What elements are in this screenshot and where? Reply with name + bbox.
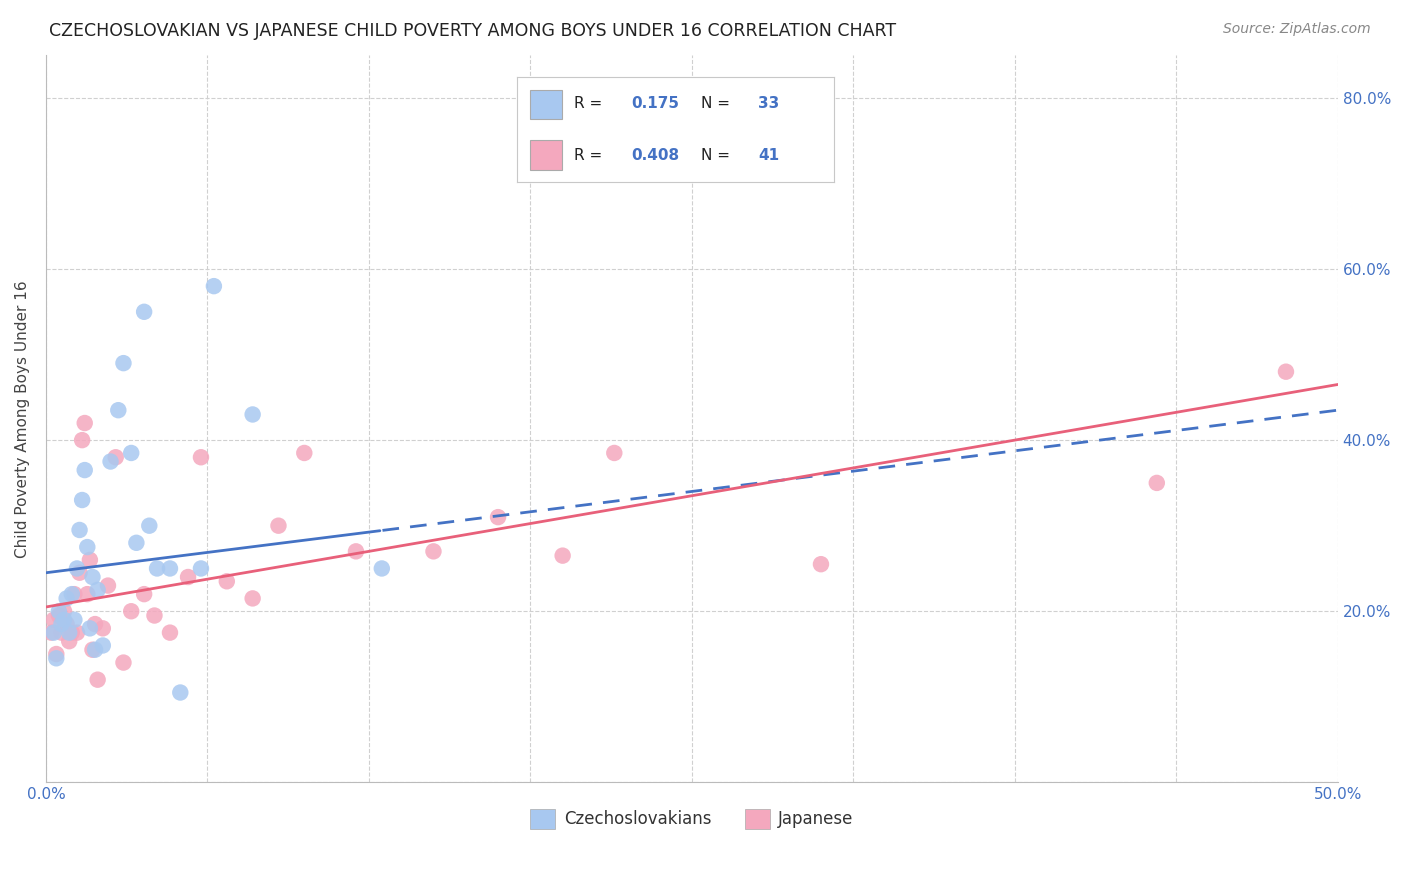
Point: [242, 591, 264, 606]
Point: [76, 540, 98, 554]
Point: [84, 617, 107, 632]
Point: [51, 625, 73, 640]
Point: [603, 446, 626, 460]
Point: [48, 604, 70, 618]
Point: [69, 523, 91, 537]
Point: [60, 625, 83, 640]
Point: [55, 591, 77, 606]
Point: [55, 617, 77, 632]
Point: [169, 685, 191, 699]
Point: [159, 625, 181, 640]
Point: [58, 634, 80, 648]
Point: [486, 510, 509, 524]
Point: [86, 582, 108, 597]
Point: [91, 639, 114, 653]
Point: [69, 566, 91, 580]
Point: [107, 403, 129, 417]
Point: [66, 561, 89, 575]
Point: [73, 463, 96, 477]
Point: [267, 518, 290, 533]
Point: [1146, 475, 1168, 490]
Point: [82, 570, 104, 584]
Point: [134, 305, 156, 319]
Point: [48, 608, 70, 623]
Point: [159, 561, 181, 575]
Point: [190, 450, 212, 465]
Point: [138, 518, 160, 533]
Point: [551, 549, 574, 563]
Point: [70, 493, 93, 508]
Point: [104, 450, 127, 465]
Point: [39, 625, 62, 640]
Point: [45, 647, 67, 661]
Point: [202, 279, 225, 293]
Point: [63, 613, 86, 627]
Point: [42, 613, 65, 627]
Legend: Czechoslovakians, Japanese: Czechoslovakians, Japanese: [523, 802, 860, 836]
Point: [42, 625, 65, 640]
Point: [53, 613, 76, 627]
Point: [120, 446, 142, 460]
Point: [134, 587, 156, 601]
Point: [215, 574, 238, 589]
Point: [73, 416, 96, 430]
Point: [58, 625, 80, 640]
Point: [120, 604, 142, 618]
Point: [177, 570, 200, 584]
Text: Source: ZipAtlas.com: Source: ZipAtlas.com: [1223, 22, 1371, 37]
Point: [51, 617, 73, 632]
Point: [70, 433, 93, 447]
Point: [143, 608, 166, 623]
Point: [79, 621, 101, 635]
Point: [112, 656, 135, 670]
Point: [146, 561, 169, 575]
Point: [66, 625, 89, 640]
Point: [1275, 365, 1298, 379]
Point: [292, 446, 315, 460]
Point: [125, 536, 148, 550]
Point: [810, 557, 832, 571]
Y-axis label: Child Poverty Among Boys Under 16: Child Poverty Among Boys Under 16: [15, 280, 30, 558]
Point: [63, 587, 86, 601]
Text: CZECHOSLOVAKIAN VS JAPANESE CHILD POVERTY AMONG BOYS UNDER 16 CORRELATION CHART: CZECHOSLOVAKIAN VS JAPANESE CHILD POVERT…: [49, 22, 897, 40]
Point: [84, 642, 107, 657]
Point: [79, 553, 101, 567]
Point: [60, 587, 83, 601]
Point: [45, 651, 67, 665]
Point: [112, 356, 135, 370]
Point: [242, 408, 264, 422]
Point: [422, 544, 444, 558]
Point: [100, 454, 122, 468]
Point: [190, 561, 212, 575]
Point: [344, 544, 367, 558]
Point: [53, 604, 76, 618]
Point: [97, 578, 120, 592]
Point: [91, 621, 114, 635]
Point: [76, 587, 98, 601]
Point: [86, 673, 108, 687]
Point: [371, 561, 394, 575]
Point: [82, 642, 104, 657]
